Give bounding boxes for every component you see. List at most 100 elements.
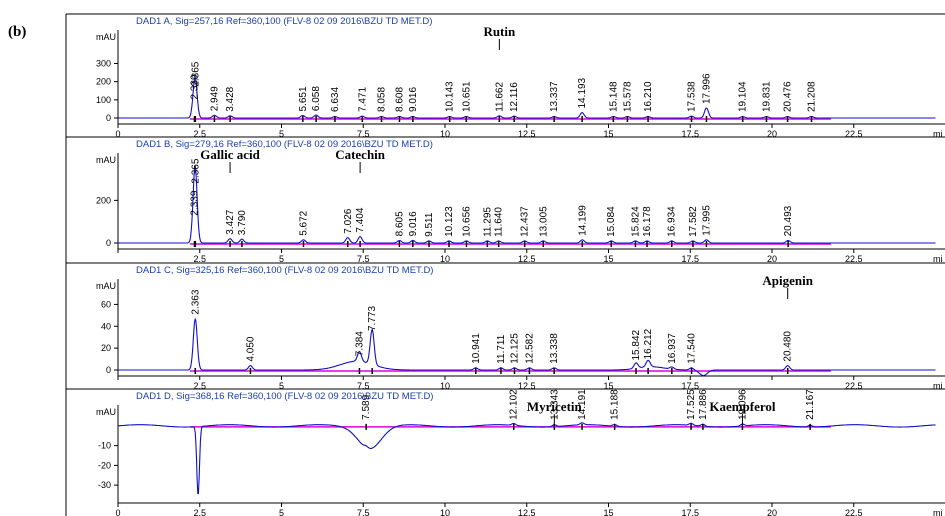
x-tick-label: 2.5: [193, 254, 206, 264]
x-tick-label: 17.5: [681, 381, 699, 391]
x-tick-label: 22.5: [845, 508, 863, 516]
y-axis-unit: mAU: [96, 281, 116, 291]
y-tick-label: 0: [106, 238, 111, 248]
peak-rt-label: 9.511: [424, 212, 435, 237]
peak-rt-label: 3.428: [225, 86, 236, 111]
compound-label: Myricetin: [527, 399, 583, 414]
x-tick-label: 10: [440, 129, 450, 139]
peak-rt-label: 16.178: [642, 206, 653, 237]
peak-rt-label: 15.084: [606, 206, 617, 237]
peak-rt-label: 17.525: [686, 389, 697, 420]
peak-rt-label: 2.365: [190, 61, 201, 86]
peak-rt-label: 4.050: [245, 336, 256, 361]
panel-header: DAD1 C, Sig=325,16 Ref=360,100 (FLV-8 02…: [136, 265, 433, 276]
x-tick-label: 5: [279, 508, 284, 516]
peak-rt-label: 16.212: [643, 328, 654, 359]
x-tick-label: 2.5: [193, 381, 206, 391]
y-axis-unit: mAU: [96, 155, 116, 165]
x-tick-label: 7.5: [357, 254, 370, 264]
y-tick-label: 60: [101, 299, 111, 309]
peak-rt-label: 17.540: [687, 333, 698, 364]
peak-rt-label: 15.842: [631, 329, 642, 360]
x-tick-label: 22.5: [845, 254, 863, 264]
x-tick-label: 17.5: [681, 254, 699, 264]
peak-rt-label: 15.188: [610, 389, 621, 420]
peak-rt-label: 11.640: [494, 207, 505, 237]
peak-rt-label: 19.831: [762, 81, 773, 112]
x-tick-label: 5: [279, 254, 284, 264]
y-tick-label: 0: [106, 365, 111, 375]
x-tick-label: 10: [440, 508, 450, 516]
chromatogram-panel-1: DAD1 A, Sig=257,16 Ref=360,100 (FLV-8 02…: [65, 13, 945, 139]
panel-header: DAD1 A, Sig=257,16 Ref=360,100 (FLV-8 02…: [136, 16, 432, 27]
x-tick-label: 12.5: [518, 508, 536, 516]
peak-rt-label: 7.589: [361, 394, 372, 419]
x-tick-label: 22.5: [845, 381, 863, 391]
peak-rt-label: 11.662: [494, 82, 505, 112]
peak-rt-label: 13.338: [549, 333, 560, 364]
y-tick-label: 100: [96, 95, 111, 105]
peak-rt-label: 16.937: [667, 333, 678, 364]
x-tick-label: 7.5: [357, 129, 370, 139]
x-tick-label: 15: [603, 508, 613, 516]
chromatogram-panel-3: DAD1 C, Sig=325,16 Ref=360,100 (FLV-8 02…: [65, 262, 945, 391]
signal-trace: [118, 75, 936, 119]
x-tick-label: 0: [115, 508, 120, 516]
peak-rt-label: 11.711: [496, 334, 507, 364]
peak-rt-label: 9.016: [408, 87, 419, 112]
peak-rt-label: 6.058: [311, 86, 322, 111]
x-tick-label: 15: [603, 381, 613, 391]
compound-label: Catechin: [335, 147, 386, 162]
peak-rt-label: 12.102: [509, 389, 520, 420]
peak-rt-label: 5.672: [299, 210, 310, 235]
signal-trace: [117, 422, 936, 495]
peak-rt-label: 15.578: [622, 81, 633, 112]
chromatogram-panel-2: DAD1 B, Sig=279,16 Ref=360,100 (FLV-8 02…: [65, 136, 945, 264]
signal-trace: [118, 165, 936, 244]
x-axis-unit: mi: [933, 129, 943, 139]
peak-rt-label: 17.995: [701, 205, 712, 236]
signal-trace: [118, 318, 936, 377]
x-tick-label: 5: [279, 129, 284, 139]
peak-rt-label: 12.125: [510, 333, 521, 364]
peak-rt-label: 8.605: [394, 211, 405, 236]
y-tick-label: 300: [96, 58, 111, 68]
x-tick-label: 12.5: [518, 254, 536, 264]
peak-rt-label: 7.471: [357, 87, 368, 112]
panel-header: DAD1 D, Sig=368,16 Ref=360,100 (FLV-8 02…: [136, 391, 433, 402]
peak-rt-label: 10.123: [444, 206, 455, 237]
peak-rt-label: 14.191: [577, 389, 588, 420]
x-tick-label: 17.5: [681, 508, 699, 516]
peak-rt-label: 16.934: [667, 206, 678, 237]
peak-rt-label: 21.167: [805, 389, 816, 420]
peak-rt-label: 10.656: [462, 206, 473, 237]
x-tick-label: 17.5: [681, 129, 699, 139]
peak-rt-label: 12.116: [509, 82, 520, 112]
y-tick-label: 40: [101, 321, 111, 331]
peak-rt-label: 17.886: [698, 389, 709, 420]
peak-rt-label: 20.476: [783, 81, 794, 112]
peak-rt-label: 2.949: [209, 86, 220, 111]
peak-rt-label: 17.996: [702, 73, 713, 104]
peak-rt-label: 5.651: [298, 86, 309, 111]
x-tick-label: 0: [115, 129, 120, 139]
peak-rt-label: 17.582: [688, 206, 699, 237]
y-tick-label: 0: [106, 113, 111, 123]
x-tick-label: 20: [767, 254, 777, 264]
peak-rt-label: 12.437: [520, 206, 531, 237]
peak-rt-label: 8.058: [377, 87, 388, 112]
y-tick-label: -10: [98, 441, 111, 451]
chromatogram-panel-4: DAD1 D, Sig=368,16 Ref=360,100 (FLV-8 02…: [65, 388, 945, 516]
peak-rt-label: 2.339: [190, 190, 201, 215]
peak-rt-label: 10.651: [461, 81, 472, 112]
x-tick-label: 20: [767, 129, 777, 139]
x-tick-label: 12.5: [518, 129, 536, 139]
peak-rt-label: 10.143: [445, 81, 456, 112]
peak-rt-label: 15.148: [608, 81, 619, 112]
peak-rt-label: 15.824: [630, 206, 641, 237]
peak-rt-label: 9.016: [408, 211, 419, 236]
compound-label: Rutin: [483, 24, 516, 39]
peak-rt-label: 12.582: [524, 333, 535, 364]
x-axis-unit: mi: [933, 508, 943, 516]
x-tick-label: 15: [603, 129, 613, 139]
